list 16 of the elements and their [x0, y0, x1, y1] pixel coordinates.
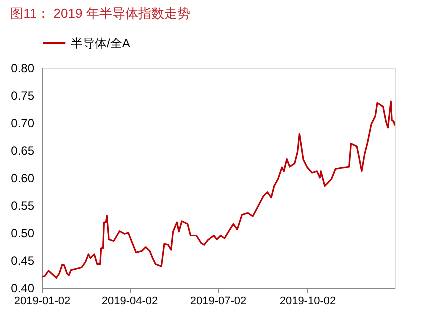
y-tick-label: 0.70	[11, 116, 35, 130]
y-tick-label: 0.50	[11, 226, 35, 240]
y-tick-label: 0.75	[11, 89, 35, 103]
y-tick-label: 0.80	[11, 62, 35, 76]
x-tick-label: 2019-01-02	[14, 296, 71, 308]
y-tick-label: 0.65	[11, 144, 35, 158]
y-tick-label: 0.45	[11, 254, 35, 268]
legend-label: 半导体/全A	[71, 36, 130, 50]
y-tick-label: 0.40	[11, 282, 35, 296]
line-series	[41, 100, 396, 279]
x-tick-label: 2019-07-02	[190, 296, 247, 308]
x-tick-label: 2019-04-02	[102, 296, 158, 308]
chart-title: 图11： 2019 年半导体指数走势	[10, 6, 190, 21]
x-tick-label: 2019-10-02	[280, 296, 336, 308]
y-tick-label: 0.60	[11, 172, 35, 186]
y-tick-label: 0.55	[11, 199, 35, 213]
